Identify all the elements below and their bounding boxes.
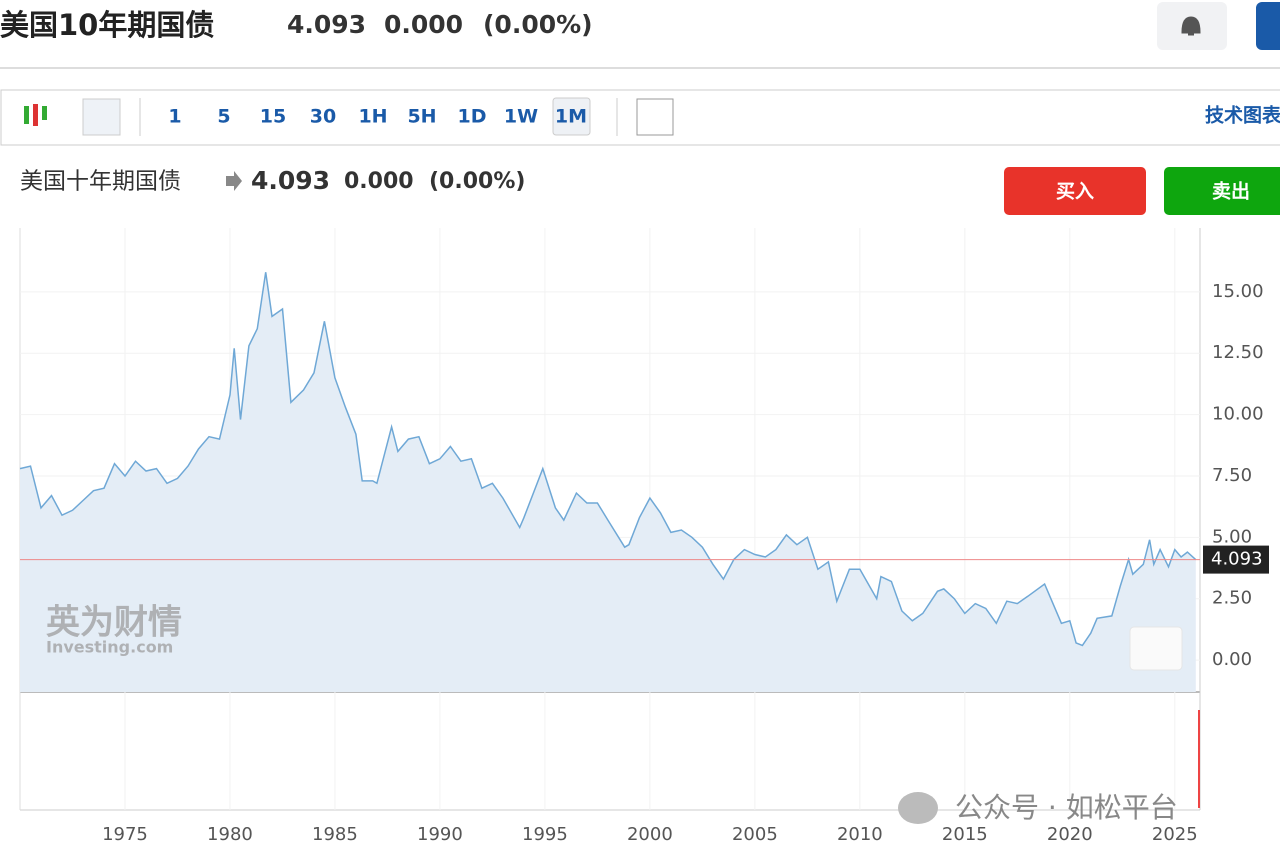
interval[interactable]: 1	[168, 106, 181, 128]
bell-icon	[1181, 16, 1201, 36]
reset-button[interactable]	[1129, 626, 1183, 671]
interval[interactable]: 1D	[458, 106, 487, 128]
chart-change-pct: (0.00%)	[429, 169, 525, 194]
y-tick-label: 7.50	[1212, 465, 1252, 486]
change: 0.000	[384, 10, 463, 39]
y-tick-label: 5.00	[1212, 526, 1252, 547]
y-tick-label: 0.00	[1212, 649, 1252, 670]
price: 4.093	[287, 10, 366, 39]
y-tick-label: 12.50	[1212, 342, 1264, 363]
line	[19, 272, 1197, 647]
change-pct: (0.00%)	[483, 10, 593, 39]
current-price-label: 4.093	[1211, 549, 1263, 570]
interval[interactable]: 1W	[504, 106, 538, 128]
x-tick-labels: 1975 1980 1985 1990 1995 2000 2005 2010 2015 2020…	[102, 824, 1198, 845]
active-interval	[552, 97, 591, 136]
x-tick-label: 1980	[207, 824, 253, 845]
sell-label[interactable]: 卖出	[1212, 180, 1250, 203]
chart-change: 0.000	[344, 169, 414, 194]
area	[20, 272, 1196, 692]
chart-price: 4.093	[251, 166, 330, 195]
x-tick-label: 2005	[732, 824, 778, 845]
toolbar-link[interactable]: 技术图表	[1205, 104, 1280, 127]
blue-button[interactable]	[1256, 2, 1280, 50]
layout-icon[interactable]	[636, 98, 674, 136]
current-price-box	[1203, 545, 1269, 574]
x-tick-label: 2015	[942, 824, 988, 845]
watermark-brand: 英为财情	[46, 603, 182, 643]
y-tick-label: 15.00	[1212, 281, 1264, 302]
plot: 1 5 15 30 1H 5H 1D 1W 1M0.002.505.007.5010.0012.…	[19, 106, 1269, 845]
interval[interactable]: 5H	[407, 106, 436, 128]
interval[interactable]: 1M	[555, 106, 587, 128]
title: 美国10年期国债	[0, 8, 214, 42]
x-tick-label: 1985	[312, 824, 358, 845]
x-tick-label: 1975	[102, 824, 148, 845]
interval[interactable]: 30	[310, 106, 336, 128]
interval[interactable]: 5	[217, 106, 230, 128]
arrow-icon	[226, 171, 242, 191]
x-tick-label: 1990	[417, 824, 463, 845]
chart-name: 美国十年期国债	[20, 169, 181, 195]
area-icon[interactable]	[82, 98, 121, 136]
wechat-icon	[898, 792, 938, 824]
buy-button[interactable]	[1004, 167, 1146, 215]
candle-icon[interactable]	[24, 104, 47, 126]
x-tick-label: 2020	[1047, 824, 1093, 845]
x-tick-label: 1995	[522, 824, 568, 845]
sell-button[interactable]	[1164, 167, 1280, 215]
x-tick-label: 2010	[837, 824, 883, 845]
interval[interactable]: 15	[260, 106, 286, 128]
x-tick-label: 2000	[627, 824, 673, 845]
x-tick-label: 2025	[1152, 824, 1198, 845]
buy-label[interactable]: 买入	[1056, 181, 1094, 203]
watermark-site: Investing.com	[46, 638, 173, 657]
overlay-text: 公众号 · 如松平台	[955, 791, 1178, 824]
interval[interactable]: 1H	[358, 106, 387, 128]
y-tick-label: 10.00	[1212, 404, 1264, 425]
y-tick-label: 2.50	[1212, 588, 1252, 609]
